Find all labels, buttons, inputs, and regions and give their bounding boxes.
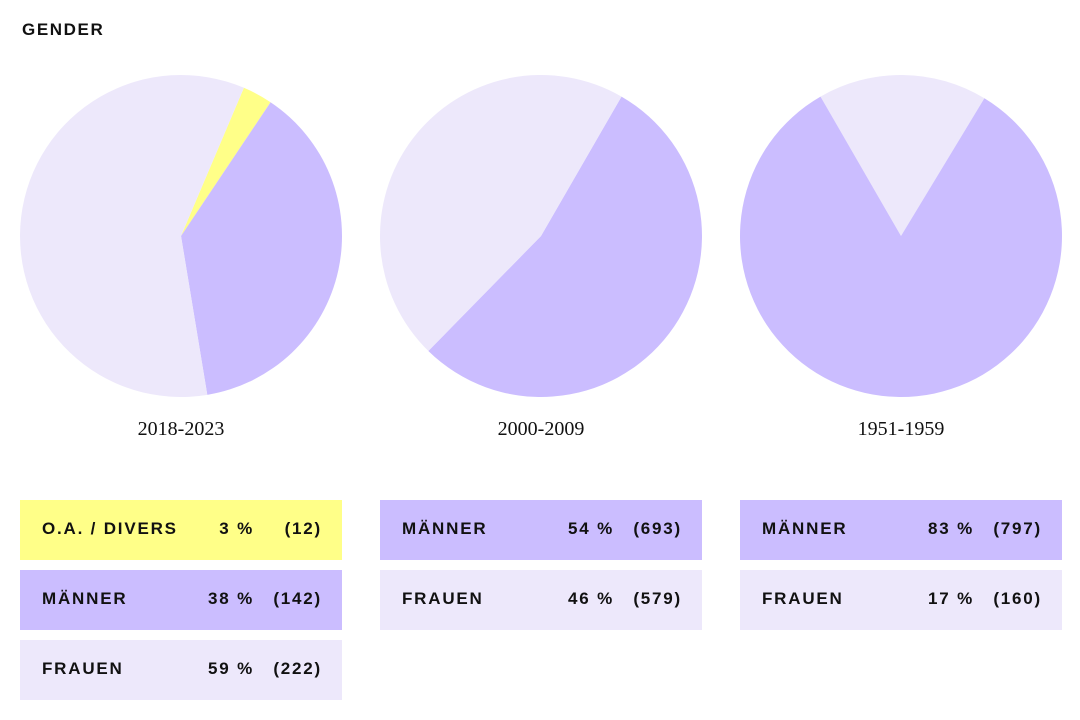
legend-percent: 3 % — [219, 519, 254, 538]
legend: MÄNNER 83 % (797) FRAUEN 17 % (160) — [740, 500, 1062, 640]
legend: MÄNNER 54 % (693) FRAUEN 46 % (579) — [380, 500, 702, 640]
pie-chart-1951-1959 — [739, 75, 1062, 398]
legend-count: (579) — [633, 589, 682, 608]
legend-percent: 46 % — [568, 589, 614, 608]
legend-label: MÄNNER — [42, 589, 128, 608]
legend-label: MÄNNER — [402, 519, 488, 538]
legend-row: O.A. / DIVERS 3 % (12) — [20, 500, 342, 560]
legend-label: FRAUEN — [762, 589, 844, 608]
legend-percent: 83 % — [928, 519, 974, 538]
legend-label: FRAUEN — [402, 589, 484, 608]
legend-row: FRAUEN 17 % (160) — [740, 570, 1062, 630]
legend-label: FRAUEN — [42, 659, 124, 678]
pie-slice-frauen — [20, 75, 244, 398]
pie-slice-frauen — [379, 74, 622, 352]
pie-slice-männer — [428, 96, 702, 397]
legend-percent: 54 % — [568, 519, 614, 538]
legend-label: MÄNNER — [762, 519, 848, 538]
legend-count: (142) — [273, 589, 322, 608]
legend-row: FRAUEN 59 % (222) — [20, 640, 342, 700]
legend-percent: 38 % — [208, 589, 254, 608]
legend-percent: 17 % — [928, 589, 974, 608]
pie-slice-frauen — [820, 75, 985, 236]
period-label: 2000-2009 — [497, 418, 585, 440]
pie-chart-2018-2023 — [20, 75, 343, 398]
legend: O.A. / DIVERS 3 % (12) MÄNNER 38 % (142) FRAUE… — [20, 500, 342, 710]
legend-count: (12) — [284, 519, 322, 538]
pie-chart-2000-2009 — [379, 74, 702, 397]
pie-slice-o-a-divers — [181, 87, 271, 236]
period-label: 2018-2023 — [137, 418, 225, 440]
legend-count: (693) — [633, 519, 682, 538]
chart-1951-1959: 1951-1959 MÄNNER 83 % (797) FRAUEN 17 % (160) — [739, 0, 1062, 720]
legend-count: (160) — [993, 589, 1042, 608]
pie-slice-männer — [739, 96, 1062, 398]
chart-2018-2023: 2018-2023 O.A. / DIVERS 3 % (12) MÄNNER 38 %… — [20, 0, 343, 720]
legend-percent: 59 % — [208, 659, 254, 678]
period-label: 1951-1959 — [857, 418, 945, 440]
legend-label: O.A. / DIVERS — [42, 519, 178, 538]
pie-slice-männer — [181, 102, 343, 395]
legend-row: MÄNNER 83 % (797) — [740, 500, 1062, 560]
section-title: GENDER — [22, 20, 105, 39]
legend-count: (797) — [993, 519, 1042, 538]
chart-2000-2009: 2000-2009 MÄNNER 54 % (693) FRAUEN 46 % (579) — [379, 0, 702, 720]
legend-row: MÄNNER 54 % (693) — [380, 500, 702, 560]
legend-row: MÄNNER 38 % (142) — [20, 570, 342, 630]
legend-count: (222) — [273, 659, 322, 678]
legend-row: FRAUEN 46 % (579) — [380, 570, 702, 630]
